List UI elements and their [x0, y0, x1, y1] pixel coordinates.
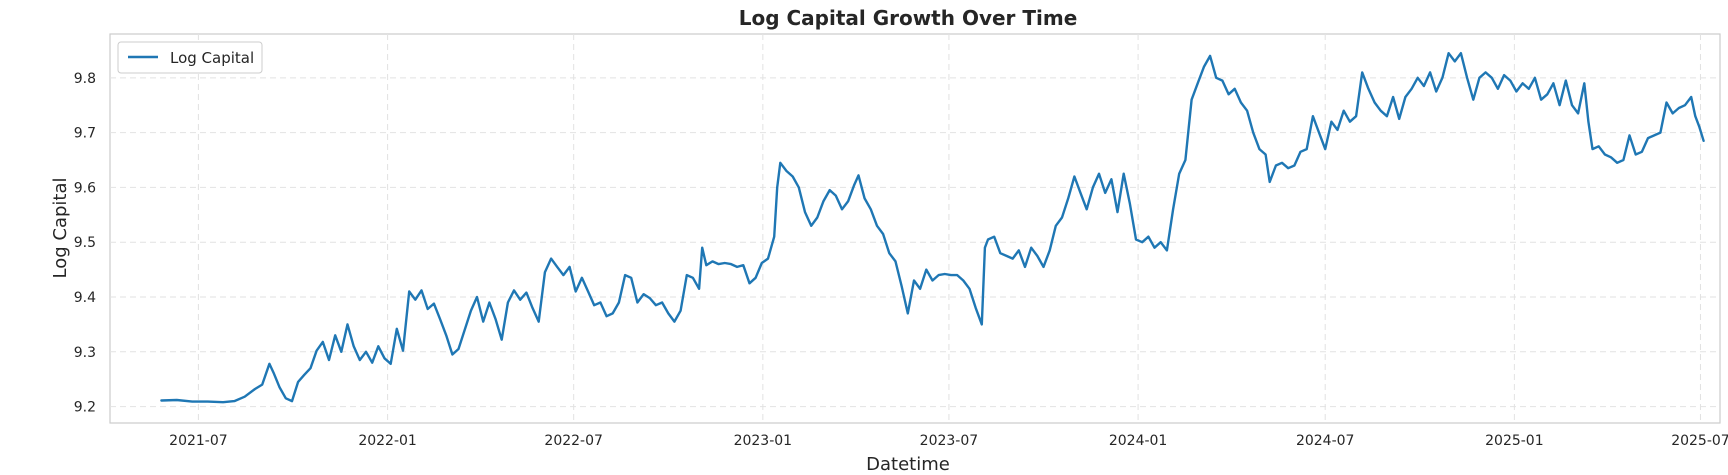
x-tick-label: 2023-07 — [920, 433, 979, 449]
x-tick-label: 2024-07 — [1296, 433, 1355, 449]
x-axis-label: Datetime — [866, 454, 950, 475]
x-tick-label: 2022-07 — [544, 433, 603, 449]
y-tick-label: 9.4 — [74, 290, 96, 306]
x-tick-label: 2022-01 — [358, 433, 417, 449]
legend: Log Capital — [117, 41, 263, 74]
series-line-log-capital — [160, 52, 1705, 404]
y-tick-label: 9.2 — [74, 400, 96, 416]
y-tick-label: 9.5 — [74, 235, 96, 251]
x-tick-label: 2021-07 — [169, 433, 228, 449]
y-tick-label: 9.3 — [74, 345, 96, 361]
legend-box — [117, 41, 263, 74]
y-tick-label: 9.6 — [74, 180, 96, 196]
x-tick-label: 2024-01 — [1109, 433, 1168, 449]
chart-title: Log Capital Growth Over Time — [739, 6, 1078, 30]
plot-frame — [109, 33, 1721, 424]
x-tick-label: 2025-07 — [1671, 433, 1728, 449]
y-tick-label: 9.7 — [74, 126, 96, 142]
x-tick-label: 2025-01 — [1485, 433, 1544, 449]
x-axis-ticks: 2021-07 2022-01 2022-07 2023-01 2023-07 2024-… — [169, 433, 1728, 449]
y-tick-label: 9.8 — [74, 71, 96, 87]
y-axis-ticks: 9.2 9.3 9.4 9.5 9.6 9.7 9.8 — [74, 71, 96, 416]
x-tick-label: 2023-01 — [734, 433, 793, 449]
y-axis-label: Log Capital — [50, 178, 71, 279]
legend-label: Log Capital — [170, 49, 254, 67]
grid-lines — [110, 34, 1720, 423]
